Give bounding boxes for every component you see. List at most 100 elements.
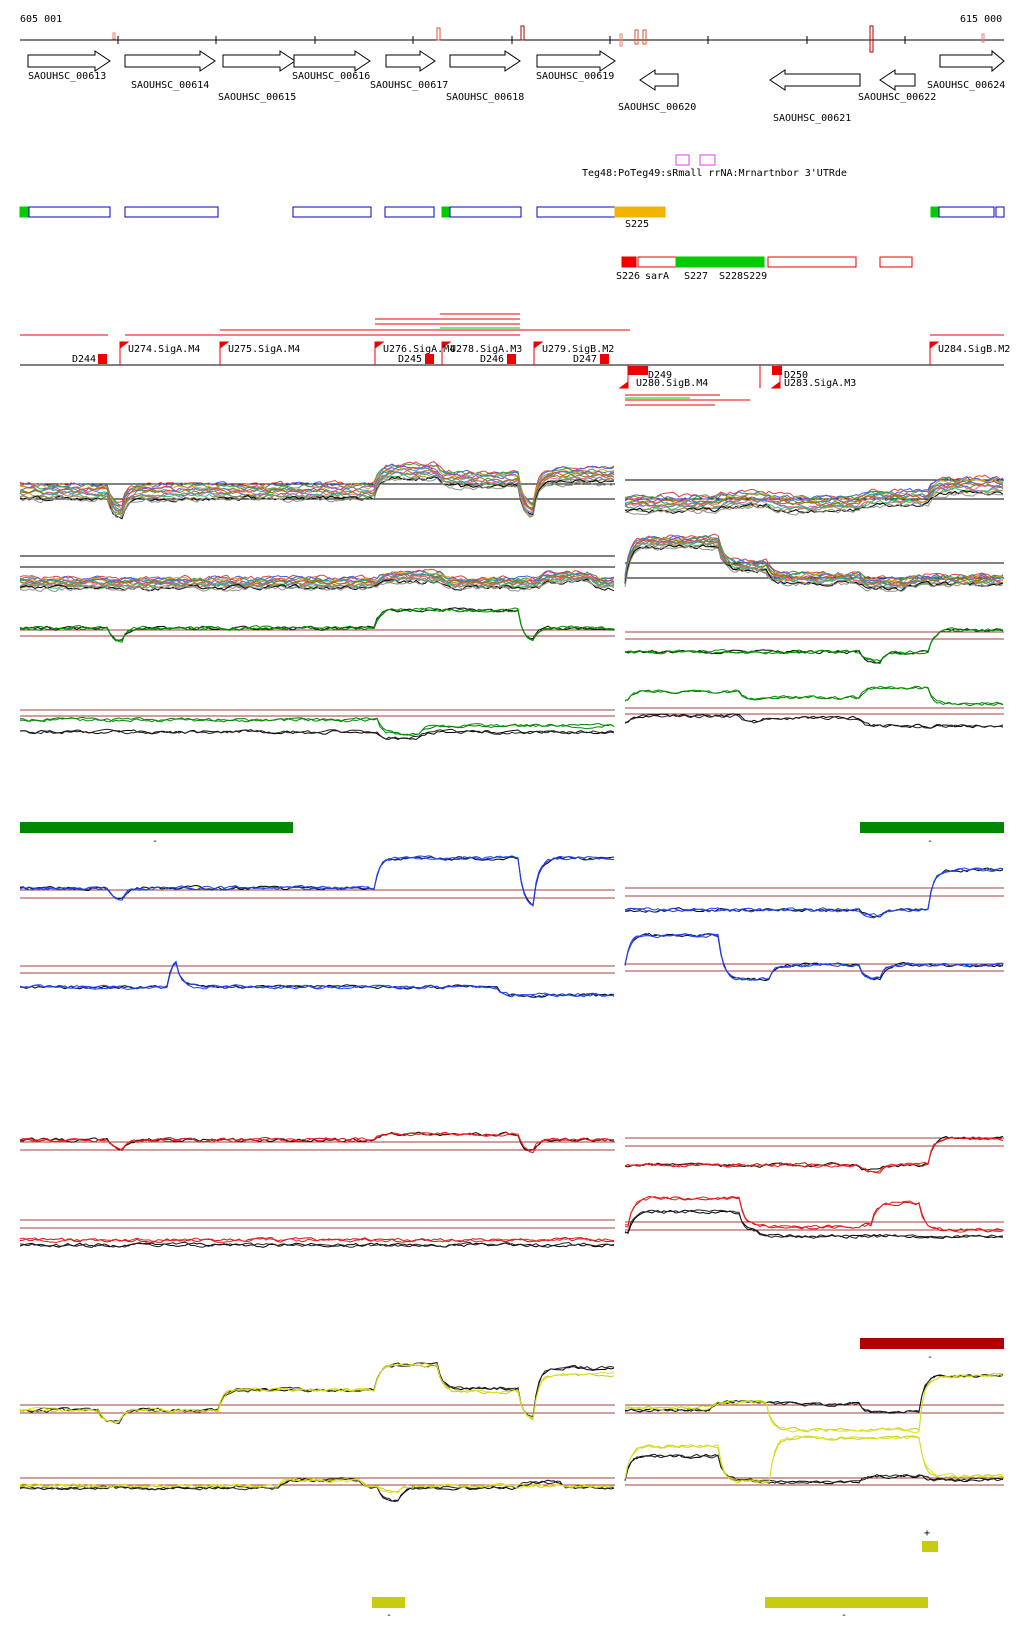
terminator-d244[interactable]: [98, 354, 107, 364]
panel2-trace: [19, 576, 615, 590]
segment-s225[interactable]: [614, 206, 666, 218]
red-lower-trace: [624, 1196, 1004, 1233]
ncrna-overlap-label: Teg48:PoTeg49:sRmall rrNA:Mrnartnbor 3'U…: [582, 168, 847, 179]
condition-bars: - - - + - -: [20, 822, 1004, 1621]
yellow-lower-trace: [624, 1435, 1004, 1484]
green-upper-trace: [624, 628, 1004, 665]
blue-upper-trace: [19, 856, 615, 907]
segment-s226-label: S226: [616, 271, 640, 282]
gene-saouhsc-00622[interactable]: SAOUHSC_00622: [858, 69, 936, 103]
promoter-u274[interactable]: [119, 341, 130, 365]
yellow-upper-trace: [624, 1374, 1004, 1414]
svg-text:SAOUHSC_00622: SAOUHSC_00622: [858, 92, 936, 103]
promoter-u278[interactable]: [441, 341, 452, 365]
gene-saouhsc-00618[interactable]: SAOUHSC_00618: [446, 50, 524, 103]
terminator-d249[interactable]: [628, 366, 648, 375]
svg-text:SAOUHSC_00613: SAOUHSC_00613: [28, 71, 106, 82]
yellow-lower-trace: [19, 1477, 615, 1494]
promoter-u275[interactable]: [219, 341, 230, 365]
green-condition-bar-right[interactable]: [860, 822, 1004, 833]
yellow-condition-bar-plus[interactable]: [922, 1541, 938, 1552]
green-lower-trace: [624, 713, 1004, 729]
yellow-lower-trace: [624, 1453, 1004, 1485]
green-upper-trace: [19, 607, 615, 642]
red-lower-trace: [19, 1241, 615, 1248]
panel1-trace: [624, 481, 1004, 506]
terminator-d247-label: D247: [573, 354, 597, 365]
terminator-d245[interactable]: [425, 354, 434, 364]
panel2-trace: [19, 578, 615, 592]
blue-lower-trace: [19, 962, 615, 999]
svg-text:SAOUHSC_00620: SAOUHSC_00620: [618, 102, 696, 113]
end-coordinate: 615 000: [960, 14, 1002, 25]
yellow-upper-trace: [624, 1373, 1004, 1434]
ncrna-box[interactable]: [675, 154, 690, 166]
red-upper-trace: [19, 1131, 615, 1152]
expression-tracks: [19, 461, 1004, 1503]
terminator-d245-label: D245: [398, 354, 422, 365]
terminator-d244-label: D244: [72, 354, 96, 365]
promoter-u276[interactable]: [374, 341, 385, 365]
gene-track: SAOUHSC_00613 SAOUHSC_00614 SAOUHSC_0061…: [27, 49, 1005, 124]
terminator-d250-label: D250: [784, 370, 808, 381]
yellow-upper-trace: [19, 1362, 615, 1425]
gene-saouhsc-00613[interactable]: SAOUHSC_00613: [27, 50, 111, 82]
green-upper-trace: [19, 607, 615, 643]
terminator-d246[interactable]: [507, 354, 516, 364]
promoter-u279[interactable]: [533, 341, 544, 365]
green-condition-bar-left[interactable]: [20, 822, 293, 833]
blue-lower-trace: [19, 960, 615, 998]
gene-saouhsc-00621[interactable]: SAOUHSC_00621: [769, 69, 861, 124]
panel1-trace: [19, 477, 615, 518]
gene-saouhsc-00617[interactable]: SAOUHSC_00617: [370, 50, 448, 91]
red-upper-trace: [624, 1137, 1004, 1173]
gene-saouhsc-00614[interactable]: SAOUHSC_00614: [124, 50, 216, 91]
panel1-trace: [624, 485, 1004, 510]
panel1-trace: [624, 490, 1004, 514]
green-lower-trace: [20, 717, 615, 736]
promoter-u275-label: U275.SigA.M4: [228, 344, 300, 355]
gene-saouhsc-00615[interactable]: SAOUHSC_00615: [218, 50, 296, 103]
promoter-u284[interactable]: [929, 341, 940, 365]
yellow-condition-bar-right[interactable]: [765, 1597, 928, 1608]
promoter-u276-label: U276.SigA.M4: [383, 344, 455, 355]
red-condition-bar-right[interactable]: [860, 1338, 1004, 1349]
green-lower-trace: [19, 716, 615, 736]
green-lower-trace: [19, 729, 615, 741]
red-upper-trace: [624, 1135, 1004, 1171]
red-upper-trace: [624, 1136, 1004, 1174]
green-upper-trace: [624, 627, 1004, 662]
gene-saouhsc-00616[interactable]: SAOUHSC_00616: [292, 50, 371, 82]
promoter-u274-label: U274.SigA.M4: [128, 344, 200, 355]
promoter-u280[interactable]: [618, 365, 629, 389]
green-lower-trace: [19, 728, 615, 740]
red-lower-trace: [624, 1209, 1004, 1239]
panel1-trace: [624, 478, 1004, 504]
terminator-d250[interactable]: [772, 366, 782, 375]
green-lower-trace: [624, 685, 1004, 706]
panel1-trace: [19, 465, 615, 509]
blue-lower-trace: [624, 932, 1004, 981]
panel2-trace: [19, 579, 615, 593]
blue-lower-trace: [19, 960, 615, 998]
promoter-u280-label: U280.SigB.M4: [636, 378, 708, 389]
yellow-condition-bar-mid[interactable]: [372, 1597, 405, 1608]
gene-saouhsc-00619[interactable]: SAOUHSC_00619: [536, 50, 616, 82]
yellow-bar-mid-sign: -: [386, 1610, 392, 1621]
red-lower-trace: [624, 1195, 1004, 1233]
panel2-trace: [624, 540, 1004, 589]
promoter-u278-label: U278.SigA.M3: [450, 344, 522, 355]
green-lower-trace: [624, 713, 1004, 729]
terminator-d247[interactable]: [600, 354, 609, 364]
gene-saouhsc-00624[interactable]: SAOUHSC_00624: [927, 49, 1005, 91]
blue-upper-trace: [19, 855, 615, 906]
gene-saouhsc-00620[interactable]: SAOUHSC_00620: [618, 69, 696, 113]
red-bar-right-sign: -: [927, 1352, 933, 1363]
ncrna-box[interactable]: [699, 154, 716, 166]
svg-text:SAOUHSC_00615: SAOUHSC_00615: [218, 92, 296, 103]
terminator-d246-label: D246: [480, 354, 504, 365]
promoter-u279-label: U279.SigB.M2: [542, 344, 614, 355]
svg-text:SAOUHSC_00624: SAOUHSC_00624: [927, 80, 1005, 91]
segment-s227-label: S227: [684, 271, 708, 282]
